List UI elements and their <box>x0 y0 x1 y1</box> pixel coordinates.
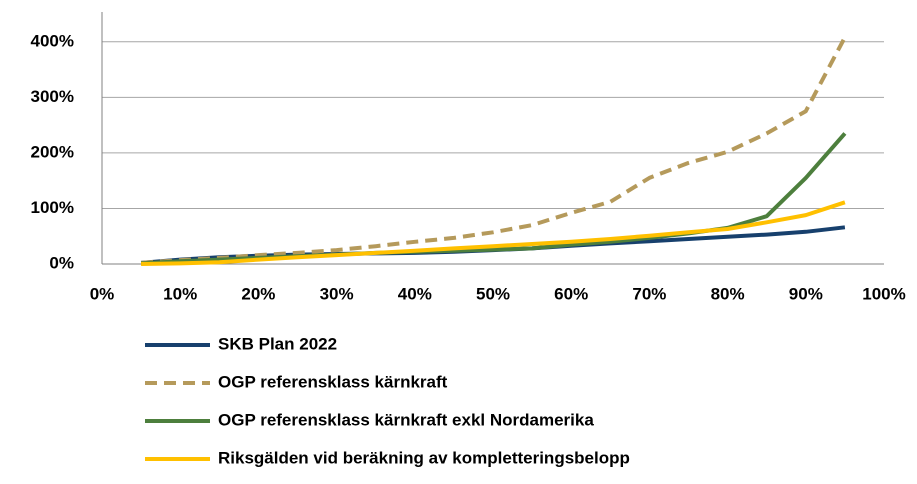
y-tick-label: 0% <box>49 253 74 272</box>
x-tick-label: 60% <box>554 284 588 303</box>
y-tick-label: 200% <box>31 142 74 161</box>
series-line <box>140 36 847 265</box>
x-tick-label: 90% <box>789 284 823 303</box>
x-tick-label: 80% <box>711 284 745 303</box>
x-tick-label: 30% <box>320 284 354 303</box>
x-tick-label: 50% <box>476 284 510 303</box>
legend-label: SKB Plan 2022 <box>218 334 337 353</box>
x-tick-label: 20% <box>241 284 275 303</box>
x-tick-label: 10% <box>163 284 197 303</box>
y-tick-label: 400% <box>31 31 74 50</box>
legend-label: OGP referensklass kärnkraft <box>218 372 448 391</box>
x-tick-label: 100% <box>862 284 905 303</box>
x-tick-label: 0% <box>90 284 115 303</box>
x-tick-label: 70% <box>632 284 666 303</box>
y-tick-label: 300% <box>31 87 74 106</box>
y-tick-label: 100% <box>31 198 74 217</box>
x-tick-label: 40% <box>398 284 432 303</box>
legend-label: OGP referensklass kärnkraft exkl Nordame… <box>218 410 594 429</box>
series-line <box>141 200 846 266</box>
legend-label: Riksgälden vid beräkning av kompletterin… <box>218 448 630 467</box>
